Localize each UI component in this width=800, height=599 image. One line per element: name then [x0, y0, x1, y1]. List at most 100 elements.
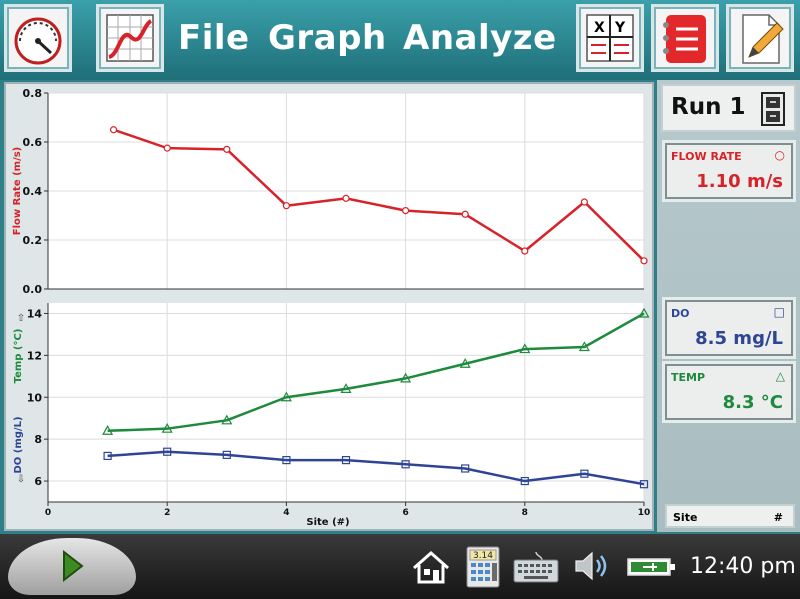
- do-point: [520, 476, 529, 486]
- do-point: [103, 451, 112, 461]
- do-point: [639, 480, 649, 489]
- x-tick-label: 8: [522, 508, 528, 518]
- temp-point: [280, 391, 292, 402]
- table-xy-icon: X Y: [586, 14, 634, 62]
- y-tick-label: 0.8: [23, 87, 43, 100]
- axis-scroll-up-icon[interactable]: ⇧: [17, 313, 25, 324]
- y-tick-label: 10: [27, 391, 43, 404]
- flow-rate-point: [580, 198, 589, 206]
- notebook-button[interactable]: [651, 4, 719, 72]
- clock: 12:40 pm: [690, 554, 796, 579]
- temp-point: [400, 372, 412, 383]
- site-column-name: Site: [673, 511, 698, 524]
- temp-point: [221, 414, 233, 425]
- temp-meter[interactable]: TEMP △ 8.3 °C: [665, 364, 793, 420]
- temp-point: [161, 422, 173, 433]
- right-panel: Run 1 FLOW RATE ○ 1.10 m/s DO □ 8.5 mg/L…: [657, 80, 800, 532]
- keyboard-icon[interactable]: [512, 550, 560, 584]
- menu-analyze[interactable]: Analyze: [403, 18, 557, 58]
- bottom-bar: 3.14 12:40 pm: [0, 534, 800, 599]
- temp-point: [459, 358, 471, 368]
- site-column-header[interactable]: Site #: [665, 504, 795, 528]
- triangle-marker-icon: △: [775, 369, 785, 383]
- temp-point: [519, 343, 531, 354]
- temp-meter-label: TEMP: [671, 371, 706, 384]
- circle-marker-icon: ○: [774, 148, 785, 162]
- svg-text:X: X: [594, 20, 605, 36]
- file-cabinet-icon: [761, 92, 785, 126]
- site-column-unit: #: [773, 511, 783, 524]
- do-line: [107, 450, 645, 486]
- do-temp-ticks: 6 8 10 12 14 0 2 4 6 8 10: [27, 307, 651, 518]
- collect-button[interactable]: [8, 538, 136, 595]
- temp-line: [107, 312, 645, 433]
- flow-rate-point: [109, 126, 118, 134]
- table-view-button[interactable]: X Y: [576, 4, 644, 72]
- square-marker-icon: □: [773, 305, 785, 319]
- flow-rate-point: [223, 145, 231, 153]
- y-tick-label: 12: [27, 349, 42, 362]
- y-tick-label: 0.6: [23, 136, 43, 149]
- temp-point: [638, 307, 650, 318]
- notebook-icon: [663, 15, 706, 63]
- speaker-icon[interactable]: [572, 546, 614, 586]
- flow-rate-axis-label: Flow Rate (m/s): [12, 147, 23, 236]
- graph-view-icon: [106, 14, 154, 62]
- temp-point: [578, 341, 590, 352]
- meter-view-button[interactable]: [4, 4, 72, 72]
- do-meter[interactable]: DO □ 8.5 mg/L: [665, 300, 793, 356]
- temp-point: [102, 425, 114, 435]
- run-label: Run 1: [671, 94, 746, 120]
- flow-rate-meter[interactable]: FLOW RATE ○ 1.10 m/s: [665, 143, 793, 199]
- do-meter-label: DO: [671, 307, 690, 320]
- flow-rate-meter-label: FLOW RATE: [671, 150, 742, 163]
- do-point: [401, 460, 410, 469]
- do-temp-plot-area[interactable]: [48, 303, 644, 502]
- do-point: [163, 447, 172, 456]
- play-icon: [63, 549, 84, 583]
- x-tick-label: 2: [164, 508, 170, 518]
- y-tick-label: 0.0: [23, 283, 43, 296]
- y-tick-label: 0.2: [23, 234, 43, 247]
- flow-rate-point: [461, 210, 469, 218]
- flow-y-ticks: 0.0 0.2 0.4 0.6 0.8: [23, 87, 48, 296]
- temp-point: [340, 383, 352, 393]
- flow-rate-point: [521, 247, 529, 255]
- flow-rate-point: [342, 194, 350, 202]
- graph-view-button[interactable]: [96, 4, 164, 72]
- top-toolbar: File Graph Analyze X Y: [0, 0, 800, 80]
- do-temp-plot-grid: [48, 303, 645, 502]
- flow-rate-point: [163, 144, 171, 152]
- x-tick-label: 6: [402, 508, 408, 518]
- do-point: [282, 456, 291, 465]
- x-tick-label: 10: [638, 508, 651, 518]
- site-axis-label: Site (#): [306, 517, 349, 528]
- battery-icon: [627, 558, 675, 576]
- x-tick-label: 0: [45, 508, 51, 518]
- home-icon[interactable]: [410, 548, 452, 586]
- flow-rate-line: [113, 128, 645, 262]
- svg-text:Y: Y: [614, 20, 626, 36]
- y-tick-label: 14: [27, 307, 43, 320]
- do-point: [222, 450, 231, 459]
- do-point: [461, 464, 470, 473]
- y-tick-label: 0.4: [23, 185, 43, 198]
- y-tick-label: 6: [34, 475, 42, 488]
- y-tick-label: 8: [34, 433, 42, 446]
- edit-document-button[interactable]: [726, 4, 794, 72]
- axis-scroll-down-icon[interactable]: ⇩: [17, 474, 25, 485]
- edit-document-icon: [742, 14, 784, 64]
- run-selector[interactable]: Run 1: [661, 84, 796, 132]
- calculator-icon[interactable]: 3.14: [465, 546, 501, 588]
- graph-panel[interactable]: 0.0 0.2 0.4 0.6 0.8 Flow Rate (m/s) 6 8 10 12 14…: [4, 82, 654, 531]
- flow-rate-point: [282, 202, 290, 210]
- menu-file[interactable]: File: [178, 18, 250, 58]
- flow-rate-series: [109, 126, 648, 265]
- calculator-display: 3.14: [473, 551, 493, 561]
- do-axis-label: DO (mg/L): [13, 416, 24, 473]
- x-tick-label: 4: [283, 508, 289, 518]
- do-temp-series: [102, 307, 650, 489]
- graph-svg[interactable]: 0.0 0.2 0.4 0.6 0.8 Flow Rate (m/s) 6 8 10 12 14…: [6, 84, 652, 529]
- menu-graph[interactable]: Graph: [268, 18, 387, 58]
- meter-gauge-icon: [14, 17, 62, 65]
